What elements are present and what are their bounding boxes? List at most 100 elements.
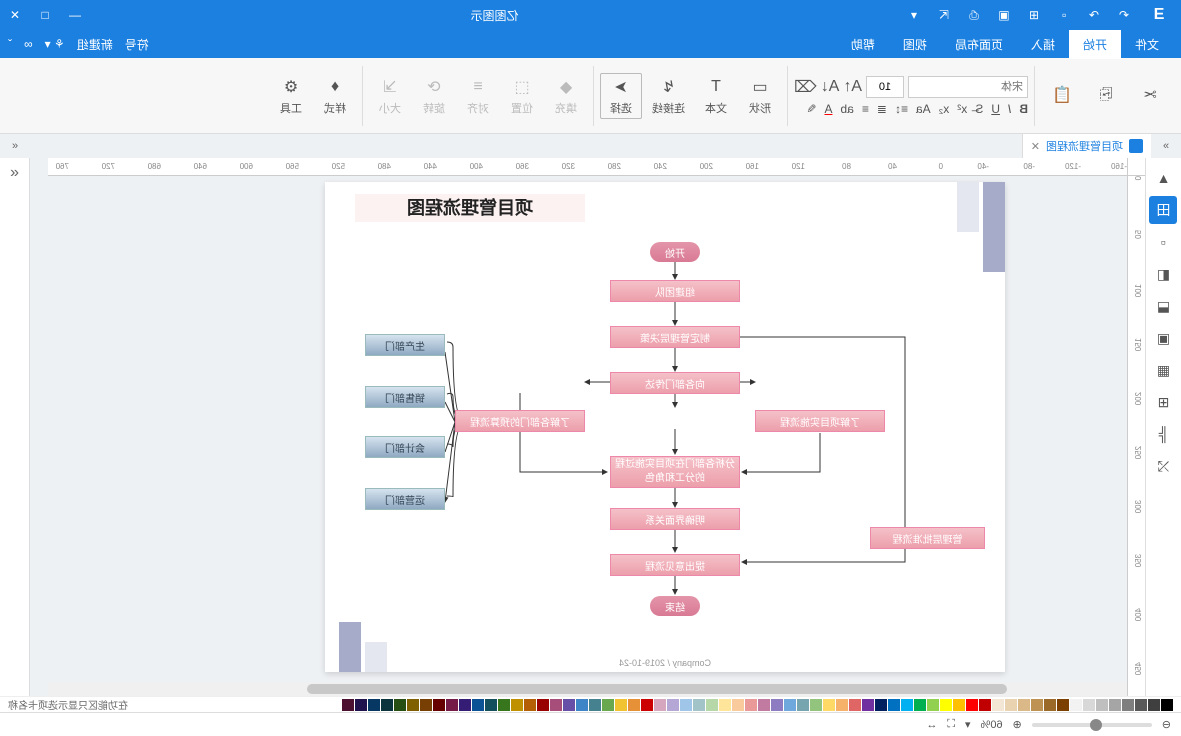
- size-tool[interactable]: ⇲大小: [369, 76, 411, 116]
- doc-tab[interactable]: 项目管理流程图 ✕: [1022, 134, 1151, 158]
- text-tool[interactable]: T文本: [695, 76, 737, 116]
- color-swatch[interactable]: [407, 699, 419, 711]
- left-tool-2[interactable]: ▫: [1150, 228, 1178, 256]
- color-swatch[interactable]: [784, 699, 796, 711]
- fill-tool[interactable]: ◆填充: [545, 76, 587, 116]
- color-swatch[interactable]: [589, 699, 601, 711]
- color-swatch[interactable]: [953, 699, 965, 711]
- color-swatch[interactable]: [1109, 699, 1121, 711]
- left-tool-4[interactable]: ⬓: [1150, 292, 1178, 320]
- color-swatch[interactable]: [732, 699, 744, 711]
- highlight-icon[interactable]: ✎: [806, 102, 816, 116]
- color-swatch[interactable]: [628, 699, 640, 711]
- print-icon[interactable]: ⎙: [959, 0, 989, 30]
- collapse-ribbon-icon[interactable]: ˇ: [8, 37, 12, 51]
- color-swatch[interactable]: [1083, 699, 1095, 711]
- color-swatch[interactable]: [810, 699, 822, 711]
- fit-width-icon[interactable]: ↔: [926, 719, 937, 731]
- color-swatch[interactable]: [706, 699, 718, 711]
- strike-icon[interactable]: S̶: [975, 102, 983, 116]
- color-swatch[interactable]: [368, 699, 380, 711]
- horizontal-scrollbar[interactable]: [48, 682, 1127, 696]
- maximize-icon[interactable]: □: [30, 0, 60, 30]
- font-size-input[interactable]: [866, 76, 904, 98]
- flow-node[interactable]: 提出意见流程: [610, 554, 740, 576]
- color-swatch[interactable]: [836, 699, 848, 711]
- flow-node[interactable]: 了解项目实施流程: [755, 410, 885, 432]
- tab-file[interactable]: 文件: [1121, 30, 1173, 59]
- color-swatch[interactable]: [446, 699, 458, 711]
- color-swatch[interactable]: [680, 699, 692, 711]
- color-swatch[interactable]: [901, 699, 913, 711]
- close-icon[interactable]: ✕: [0, 0, 30, 30]
- color-swatch[interactable]: [381, 699, 393, 711]
- collapse-left-icon[interactable]: »: [1151, 140, 1181, 152]
- color-swatch[interactable]: [576, 699, 588, 711]
- color-swatch[interactable]: [355, 699, 367, 711]
- tab-help[interactable]: 帮助: [837, 30, 889, 59]
- shape-tool[interactable]: ▭形状: [739, 76, 781, 116]
- superscript-icon[interactable]: x²: [957, 102, 967, 116]
- flow-end[interactable]: 结束: [650, 596, 700, 616]
- save-icon[interactable]: ▫: [1049, 0, 1079, 30]
- color-swatch[interactable]: [563, 699, 575, 711]
- export-icon[interactable]: ⇱: [929, 0, 959, 30]
- align-tool[interactable]: ≡对齐: [457, 76, 499, 116]
- flow-node[interactable]: 分析各部门在项目实施过程的分工和角色: [610, 456, 740, 488]
- color-swatch[interactable]: [472, 699, 484, 711]
- copy-button[interactable]: ⎘: [1085, 84, 1127, 108]
- symbols-menu[interactable]: 符号: [125, 36, 149, 53]
- color-swatch[interactable]: [420, 699, 432, 711]
- style-tool[interactable]: ♦样式: [314, 76, 356, 116]
- underline-icon[interactable]: U: [991, 102, 1000, 116]
- select-tool[interactable]: ➤选择: [600, 73, 642, 119]
- page[interactable]: 项目管理流程图: [325, 182, 1005, 672]
- color-swatch[interactable]: [875, 699, 887, 711]
- rotate-tool[interactable]: ⟳旋转: [413, 76, 455, 116]
- collapse-right-icon[interactable]: «: [0, 140, 30, 152]
- left-tool-1[interactable]: 田: [1150, 196, 1178, 224]
- flow-node[interactable]: 制定管理层决策: [610, 326, 740, 348]
- left-tool-6[interactable]: ▦: [1150, 356, 1178, 384]
- connector-tool[interactable]: ↯连接线: [644, 76, 693, 116]
- flow-dept[interactable]: 销售部门: [365, 386, 445, 408]
- color-swatch[interactable]: [550, 699, 562, 711]
- fontcolor-icon[interactable]: A: [824, 102, 832, 116]
- left-tool-9[interactable]: ⤭: [1150, 452, 1178, 480]
- color-swatch[interactable]: [888, 699, 900, 711]
- color-swatch[interactable]: [693, 699, 705, 711]
- left-tool-7[interactable]: ⊞: [1150, 388, 1178, 416]
- font-family-input[interactable]: [908, 76, 1028, 98]
- dropdown-icon[interactable]: ▾: [899, 0, 929, 30]
- color-swatch[interactable]: [758, 699, 770, 711]
- color-swatch[interactable]: [745, 699, 757, 711]
- color-swatch[interactable]: [524, 699, 536, 711]
- doc-close-icon[interactable]: ✕: [1031, 140, 1040, 153]
- italic-icon[interactable]: I: [1008, 102, 1011, 116]
- color-swatch[interactable]: [862, 699, 874, 711]
- color-swatch[interactable]: [1122, 699, 1134, 711]
- color-swatch[interactable]: [1005, 699, 1017, 711]
- newgroup-menu[interactable]: 新建组: [77, 36, 113, 53]
- case-icon[interactable]: Aa: [916, 102, 931, 116]
- canvas[interactable]: -160-120-80-4004080120160200240280320360…: [30, 158, 1145, 696]
- font-grow-icon[interactable]: A↑: [843, 78, 862, 96]
- new-icon[interactable]: ⊞: [1019, 0, 1049, 30]
- color-swatch[interactable]: [537, 699, 549, 711]
- flow-node[interactable]: 了解各部门的预算流程: [455, 410, 585, 432]
- left-tool-0[interactable]: ▲: [1150, 164, 1178, 192]
- color-swatch[interactable]: [979, 699, 991, 711]
- color-swatch[interactable]: [394, 699, 406, 711]
- color-swatch[interactable]: [1044, 699, 1056, 711]
- page-title[interactable]: 项目管理流程图: [355, 194, 585, 222]
- flow-node[interactable]: 明确界面关系: [610, 508, 740, 530]
- flow-dept[interactable]: 会计部门: [365, 436, 445, 458]
- flow-node[interactable]: 组建团队: [610, 280, 740, 302]
- fit-page-icon[interactable]: ⛶: [947, 718, 955, 731]
- color-swatch[interactable]: [602, 699, 614, 711]
- left-tool-5[interactable]: ▣: [1150, 324, 1178, 352]
- zoom-out-icon[interactable]: ⊖: [1162, 718, 1171, 731]
- position-tool[interactable]: ⬚位置: [501, 76, 543, 116]
- color-swatch[interactable]: [771, 699, 783, 711]
- left-tool-8[interactable]: ╠: [1150, 420, 1178, 448]
